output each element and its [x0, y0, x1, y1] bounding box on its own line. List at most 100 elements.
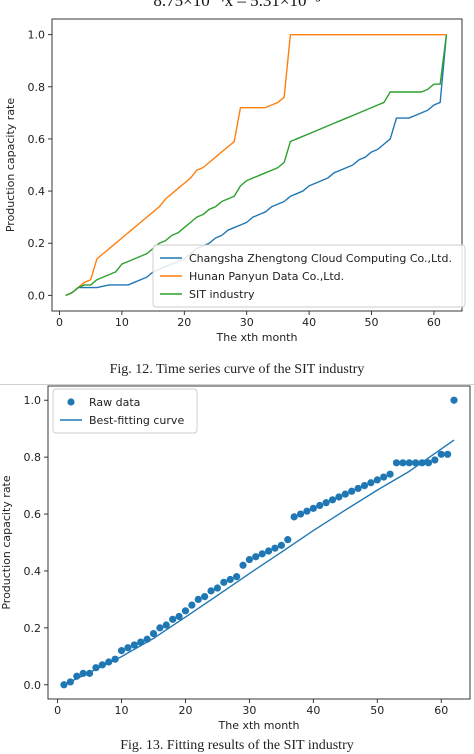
- data-point: [201, 592, 209, 601]
- x-tick-label: 20: [177, 316, 191, 329]
- y-tick-label: 0.8: [24, 451, 42, 464]
- y-tick-label: 1.0: [24, 394, 42, 407]
- x-tick-label: 50: [365, 316, 379, 329]
- data-point: [162, 621, 170, 629]
- series-line-sit-industry: [65, 34, 448, 297]
- x-tick-label: 0: [56, 316, 63, 329]
- legend-label: Best-fitting curve: [89, 414, 184, 427]
- y-tick-label: 0.2: [24, 622, 42, 635]
- data-point: [117, 647, 126, 655]
- data-point: [156, 624, 164, 632]
- x-tick-label: 30: [240, 316, 254, 329]
- legend-label: SIT industry: [189, 288, 255, 301]
- data-point: [328, 496, 337, 504]
- data-point: [405, 459, 413, 467]
- data-point: [169, 615, 177, 623]
- data-point: [207, 587, 215, 595]
- data-point: [309, 504, 317, 512]
- legend-box: [152, 244, 466, 308]
- data-point: [380, 473, 388, 481]
- data-point: [431, 456, 439, 464]
- x-tick-label: 0: [54, 704, 61, 717]
- data-point: [226, 575, 234, 584]
- data-point: [175, 612, 183, 621]
- data-point: [194, 595, 202, 604]
- data-point: [444, 450, 452, 458]
- x-tick-label: 40: [302, 316, 316, 329]
- section-divider: [0, 384, 474, 385]
- data-point: [252, 553, 260, 561]
- x-axis-label: The xth month: [216, 331, 298, 344]
- series-line-best-fitting-curve: [63, 439, 455, 686]
- data-point: [450, 396, 458, 404]
- y-tick-label: 0.0: [24, 679, 42, 692]
- y-tick-label: 0.8: [28, 81, 46, 94]
- data-point: [316, 501, 324, 510]
- data-point: [367, 479, 375, 487]
- data-point: [424, 459, 433, 467]
- x-tick-label: 60: [434, 704, 448, 717]
- formula-fragment: 8.75×10⁻⁴x – 5.31×10⁻³: [153, 0, 321, 10]
- data-point: [399, 459, 407, 467]
- x-tick-label: 30: [242, 704, 256, 717]
- data-point: [271, 544, 279, 552]
- data-point: [258, 550, 266, 558]
- figure-13-caption: Fig. 13. Fitting results of the SIT indu…: [120, 738, 354, 753]
- series-line-changsha-zhengtong-cloud-computing-co-ltd: [65, 34, 448, 297]
- plot-frame: [51, 18, 463, 312]
- y-tick-label: 0.6: [28, 133, 46, 146]
- y-tick-label: 1.0: [28, 29, 46, 42]
- chart-time-series: 0 10 20 30 40 50 60 0.0 0.2 0.4 0.6 0.8 1.0 The xth m…: [4, 18, 466, 344]
- data-point: [124, 644, 132, 652]
- legend-box: [52, 388, 198, 434]
- chart-fitting-results: 0 10 20 30 40 50 60 0.0 0.2 0.4 0.6 0.8 1.0 The xth m…: [0, 385, 471, 732]
- x-tick-label: 10: [115, 704, 129, 717]
- data-point: [373, 476, 381, 484]
- x-tick-label: 40: [306, 704, 320, 717]
- data-point: [181, 607, 190, 615]
- data-point: [303, 507, 311, 515]
- data-point: [213, 584, 222, 592]
- data-point: [341, 490, 349, 498]
- y-tick-label: 0.0: [28, 289, 46, 302]
- y-tick-label: 0.4: [28, 185, 46, 198]
- data-point: [386, 470, 394, 478]
- data-point: [290, 513, 298, 521]
- data-point: [220, 578, 228, 586]
- legend-marker: [67, 398, 75, 406]
- x-tick-label: 50: [370, 704, 384, 717]
- data-point: [322, 499, 330, 507]
- data-point: [335, 493, 343, 501]
- data-point: [360, 481, 369, 490]
- y-tick-label: 0.6: [24, 508, 42, 521]
- x-tick-label: 10: [115, 316, 129, 329]
- data-point: [392, 459, 401, 467]
- data-point: [149, 629, 158, 638]
- y-axis-label: Production capacity rate: [0, 475, 13, 610]
- figure-12-caption: Fig. 12. Time series curve of the SIT in…: [109, 362, 365, 377]
- data-point: [277, 541, 285, 549]
- y-tick-label: 0.2: [28, 237, 46, 250]
- data-point: [264, 547, 273, 555]
- data-point: [233, 573, 241, 581]
- data-point: [437, 450, 445, 458]
- data-point: [354, 484, 362, 493]
- data-point: [296, 510, 305, 518]
- data-point: [239, 561, 247, 569]
- legend-label: Hunan Panyun Data Co.,Ltd.: [189, 270, 344, 283]
- y-tick-label: 0.4: [24, 565, 42, 578]
- plot-frame: [47, 385, 471, 700]
- x-tick-label: 60: [427, 316, 441, 329]
- legend-label: Changsha Zhengtong Cloud Computing Co.,L…: [189, 252, 452, 265]
- data-point: [348, 487, 356, 495]
- series-line-hunan-panyun-data-co-ltd: [65, 33, 447, 297]
- data-point: [284, 536, 292, 544]
- x-axis-label: The xth month: [218, 719, 300, 732]
- data-point: [245, 555, 254, 564]
- data-point: [412, 459, 420, 467]
- x-tick-label: 20: [178, 704, 192, 717]
- y-axis-label: Production capacity rate: [4, 98, 17, 233]
- legend-label: Raw data: [89, 396, 140, 409]
- data-point: [130, 641, 138, 649]
